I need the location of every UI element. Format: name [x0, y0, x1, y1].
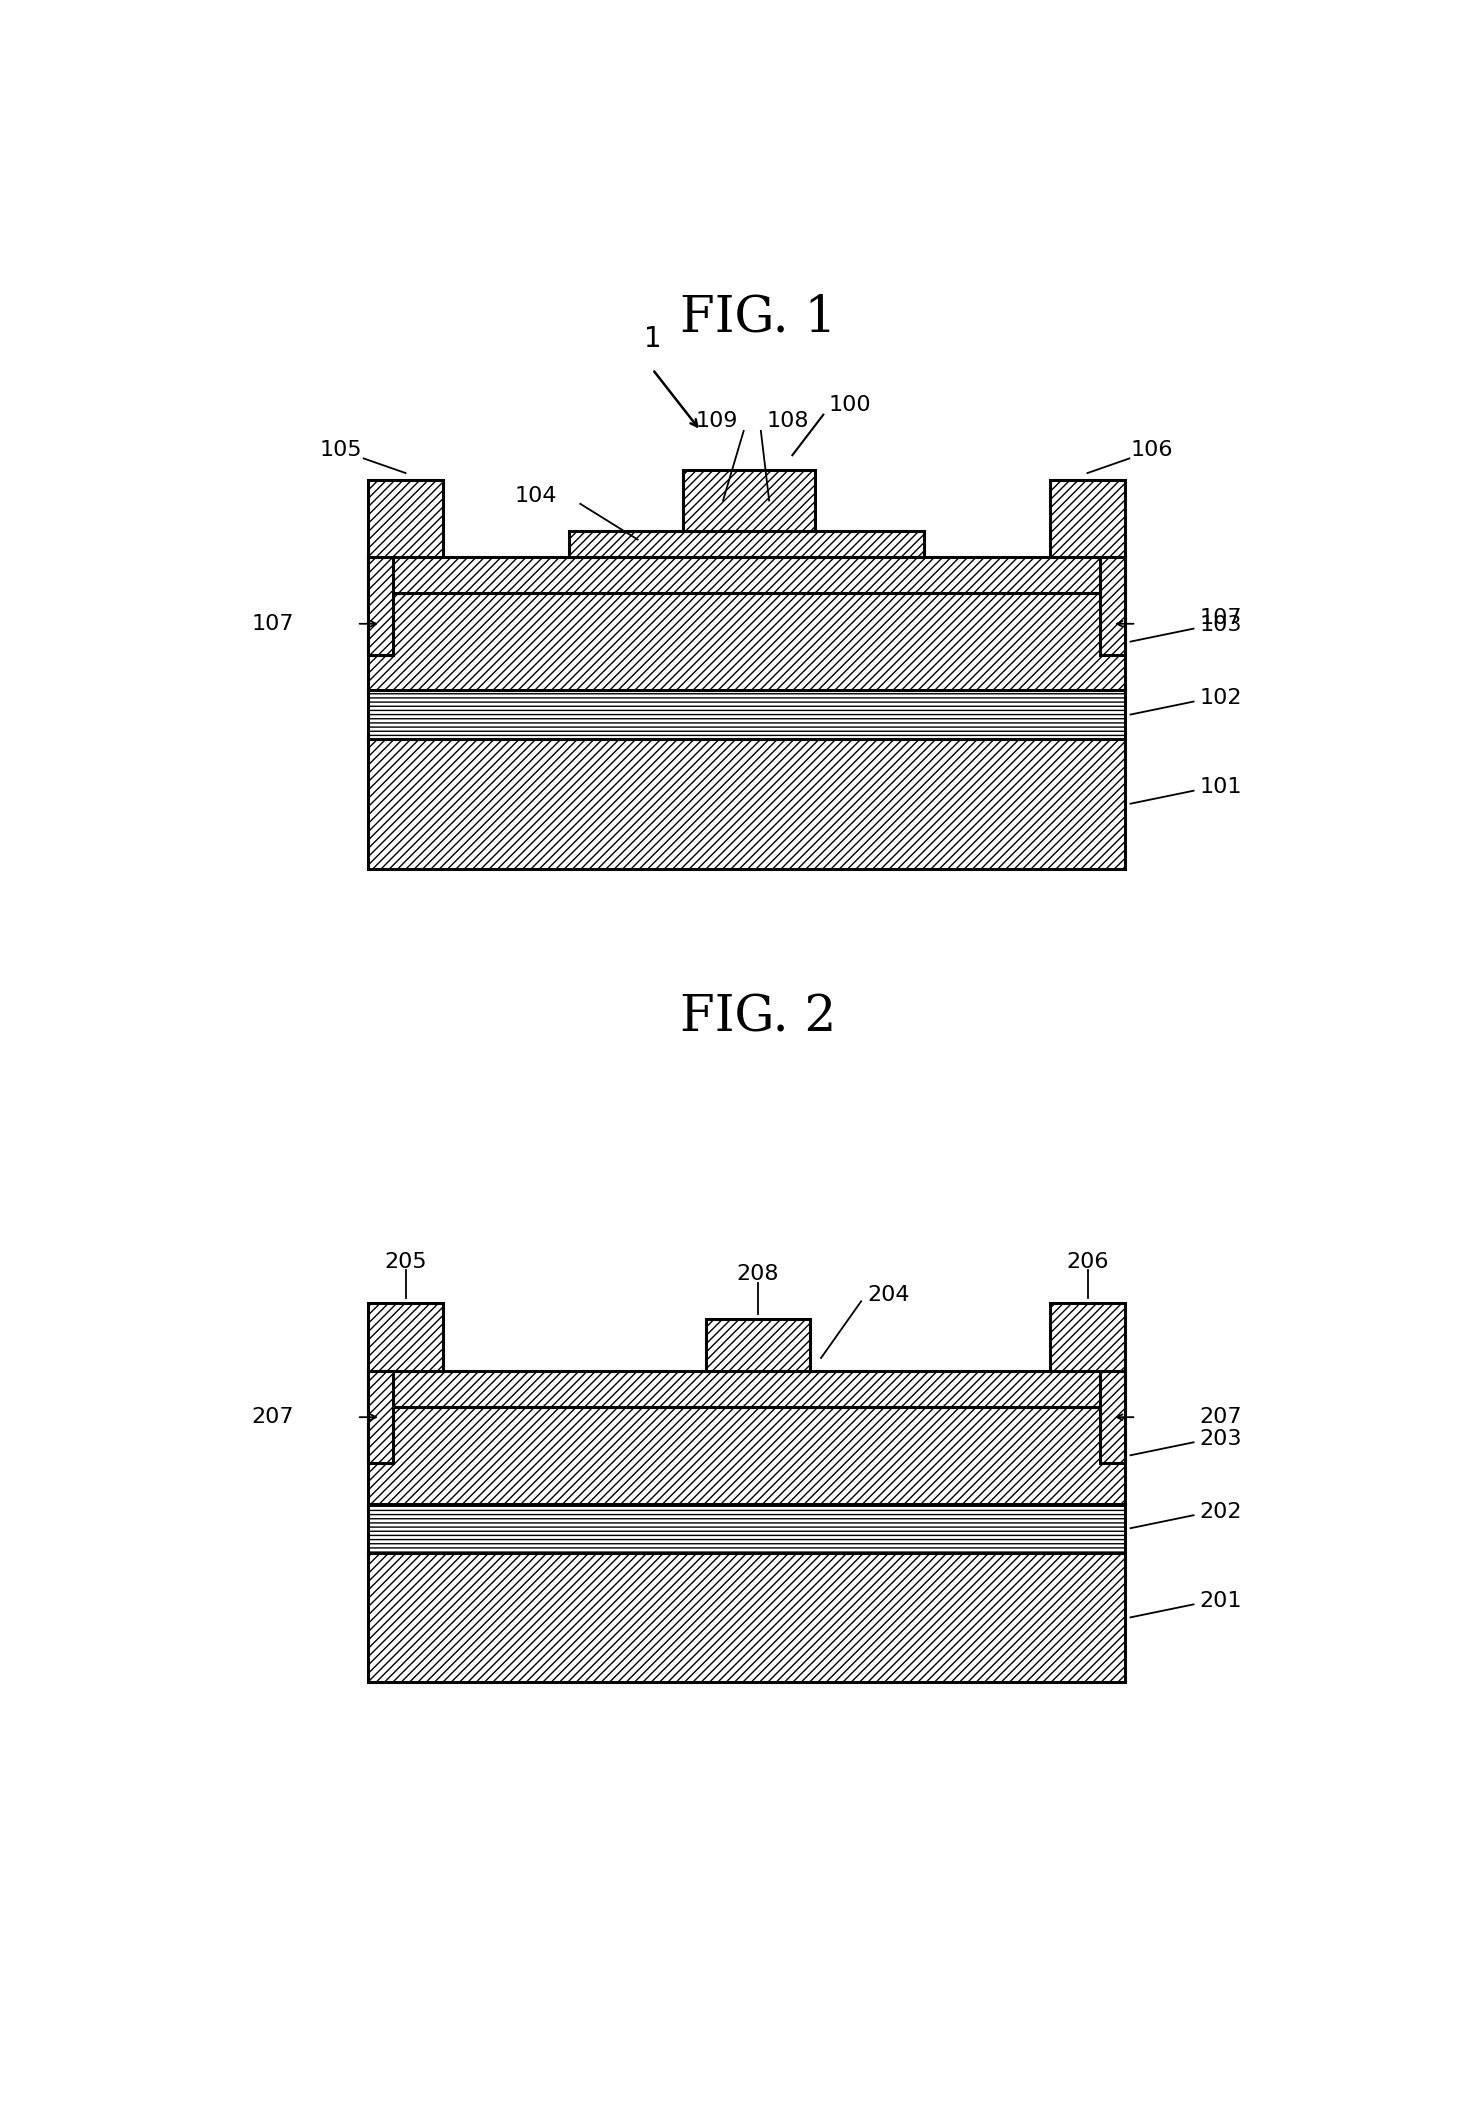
Bar [368, 558, 393, 655]
Text: 102: 102 [1199, 688, 1242, 709]
Bar [368, 690, 1126, 739]
Text: 206: 206 [1066, 1252, 1109, 1271]
Bar [368, 1370, 393, 1463]
Bar [368, 1370, 1126, 1406]
Bar [368, 739, 1126, 869]
Bar [368, 480, 442, 558]
Bar [707, 1320, 809, 1370]
Text: 202: 202 [1199, 1503, 1242, 1522]
Text: 109: 109 [695, 410, 738, 432]
Bar [368, 1303, 442, 1370]
Bar [683, 469, 815, 530]
Bar [368, 1406, 1126, 1503]
Text: 207: 207 [251, 1406, 294, 1427]
Text: 204: 204 [867, 1284, 910, 1305]
Text: 105: 105 [319, 440, 362, 461]
Text: 201: 201 [1199, 1591, 1242, 1610]
Bar [1050, 480, 1126, 558]
Text: 106: 106 [1130, 440, 1173, 461]
Bar [1099, 558, 1126, 655]
Bar [368, 594, 1126, 690]
Bar [368, 558, 1126, 594]
Bar [368, 1553, 1126, 1682]
Text: 1: 1 [643, 324, 661, 354]
Text: 100: 100 [830, 396, 871, 415]
Bar [1050, 1303, 1126, 1370]
Text: 101: 101 [1199, 777, 1242, 798]
Bar [368, 1503, 1126, 1553]
Text: 107: 107 [1199, 608, 1242, 627]
Text: FIG. 2: FIG. 2 [680, 994, 836, 1042]
Bar [1099, 1370, 1126, 1463]
Text: 207: 207 [1199, 1406, 1242, 1427]
Text: 208: 208 [737, 1263, 779, 1284]
Text: 104: 104 [515, 486, 558, 505]
Text: 203: 203 [1199, 1429, 1242, 1448]
Bar [569, 530, 924, 558]
Text: FIG. 1: FIG. 1 [680, 293, 836, 343]
Text: 103: 103 [1199, 615, 1242, 636]
Text: 205: 205 [385, 1252, 427, 1271]
Text: 107: 107 [251, 615, 294, 634]
Text: 108: 108 [766, 410, 809, 432]
